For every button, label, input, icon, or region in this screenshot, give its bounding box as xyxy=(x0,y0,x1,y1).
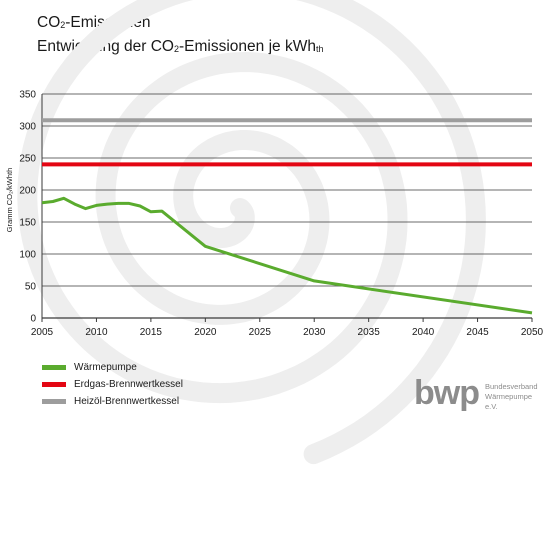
swirl-path xyxy=(17,0,486,465)
y-tick-label: 350 xyxy=(19,90,36,101)
y-axis: 0 50 100 150 200 250 300 350 xyxy=(19,90,43,325)
x-tick-label: 2030 xyxy=(303,327,326,338)
x-tick-label: 2005 xyxy=(31,327,54,338)
subtitle-subscript-th: th xyxy=(315,44,324,54)
subtitle-prefix: Entwicklung der CO xyxy=(37,38,174,55)
gridlines xyxy=(42,93,532,319)
y-tick-label: 300 xyxy=(19,122,36,133)
title-prefix: CO xyxy=(37,14,61,31)
y-tick-label: 50 xyxy=(25,282,37,293)
legend-swatch-waermepumpe xyxy=(42,365,66,370)
series-layer xyxy=(41,118,533,315)
series-line-0 xyxy=(41,196,533,315)
title-subscript: 2 xyxy=(60,20,66,30)
legend-swatch-erdgas xyxy=(42,382,66,387)
subtitle-mid: -Emissionen je kWh xyxy=(179,38,316,55)
legend-label-waermepumpe: Wärmepumpe xyxy=(74,362,137,373)
logo-text: Bundesverband Wärmepumpe e.V. xyxy=(485,382,546,412)
x-tick-label: 2025 xyxy=(249,327,272,338)
chart-subtitle: Entwicklung der CO2-Emissionen je kWhth xyxy=(37,36,323,60)
x-tick-label: 2045 xyxy=(466,327,489,338)
x-axis: 2005 2010 2015 2020 2025 2030 2035 2040 2045 2050 xyxy=(31,318,544,338)
bwp-logo: bwp Bundesverband Wärmepumpe e.V. xyxy=(414,374,546,412)
logo-line-1: Bundesverband xyxy=(484,382,538,391)
x-tick-label: 2050 xyxy=(521,327,544,338)
x-tick-label: 2040 xyxy=(412,327,435,338)
swirl-watermark xyxy=(17,0,486,465)
x-tick-label: 2035 xyxy=(358,327,381,338)
chart-legend: Wärmepumpe Erdgas-Brennwertkessel Heizöl… xyxy=(42,359,183,410)
legend-item-heizoel: Heizöl-Brennwertkessel xyxy=(42,393,183,410)
legend-swatch-heizoel xyxy=(42,399,66,404)
x-tick-label: 2010 xyxy=(85,327,108,338)
x-tick-label: 2015 xyxy=(140,327,163,338)
legend-item-waermepumpe: Wärmepumpe xyxy=(42,359,183,376)
logo-mark: bwp xyxy=(414,374,480,412)
y-tick-label: 200 xyxy=(19,186,36,197)
x-tick-label: 2020 xyxy=(194,327,217,338)
y-tick-label: 250 xyxy=(19,154,36,165)
subtitle-subscript: 2 xyxy=(173,44,179,54)
y-tick-label: 100 xyxy=(19,250,36,261)
legend-label-erdgas: Erdgas-Brennwertkessel xyxy=(74,379,183,390)
y-tick-label: 0 xyxy=(30,314,36,325)
y-tick-label: 150 xyxy=(19,218,36,229)
y-axis-label: Gramm CO₂/kWhth xyxy=(5,168,14,233)
legend-item-erdgas: Erdgas-Brennwertkessel xyxy=(42,376,183,393)
logo-line-2: Wärmepumpe e.V. xyxy=(484,392,533,411)
legend-label-heizoel: Heizöl-Brennwertkessel xyxy=(74,396,180,407)
